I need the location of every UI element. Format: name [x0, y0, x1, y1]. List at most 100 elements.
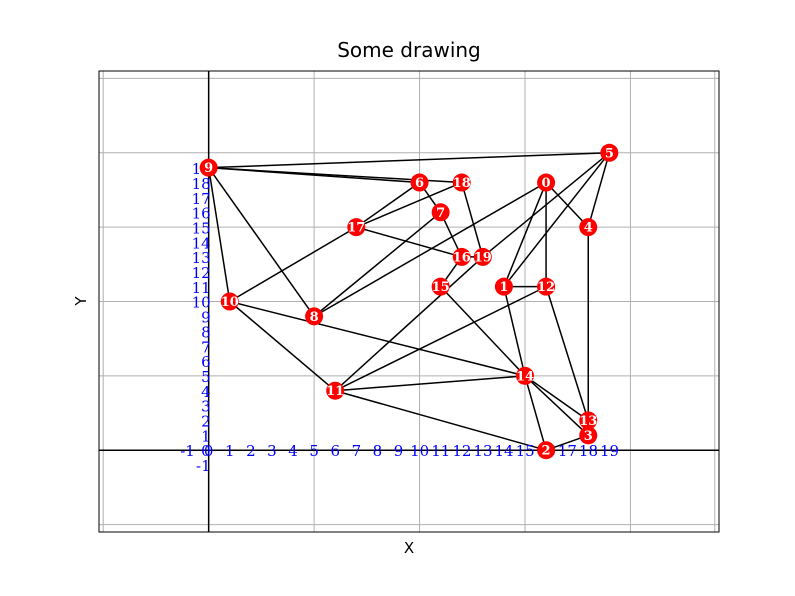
edge-9-5 [208, 152, 610, 169]
edge-5-4 [587, 152, 611, 228]
x-axis-label: X [404, 539, 414, 557]
x-tick-label: 13 [473, 442, 492, 460]
node-12: 12 [537, 277, 556, 296]
edge-17-10 [229, 226, 357, 303]
node-8: 8 [305, 307, 324, 326]
node-marker [494, 277, 513, 296]
node-label: 17 [347, 221, 365, 236]
node-marker [347, 218, 366, 237]
y-tick-label: 17 [192, 190, 211, 208]
node-label: 18 [453, 176, 471, 191]
node-label: 12 [537, 280, 555, 295]
chart-title: Some drawing [337, 38, 481, 62]
node-marker [579, 218, 598, 237]
node-label: 1 [499, 280, 508, 295]
x-tick-label: 0 [204, 442, 214, 460]
edge-0-1 [503, 182, 547, 287]
node-10: 10 [221, 292, 239, 311]
y-tick-label: 4 [201, 383, 211, 401]
node-marker [199, 158, 218, 177]
node-14: 14 [515, 366, 534, 385]
y-tick-label: 15 [192, 219, 211, 237]
y-tick-label: 6 [201, 353, 211, 371]
y-tick-label: 5 [201, 368, 211, 386]
x-tick-label: 1 [225, 442, 235, 460]
y-tick-label: 13 [192, 249, 211, 267]
x-tick-label: 9 [394, 442, 404, 460]
node-marker [600, 143, 619, 162]
x-tick-label: 7 [352, 442, 362, 460]
node-label: 7 [436, 206, 445, 221]
x-tick-label: 4 [288, 442, 298, 460]
edge-18-19 [460, 182, 484, 258]
node-label: 16 [453, 250, 471, 265]
node-label: 13 [579, 414, 597, 429]
y-tick-label: 9 [201, 309, 211, 327]
edge-17-16 [356, 226, 462, 258]
node-19: 19 [474, 247, 492, 266]
node-marker [515, 366, 534, 385]
edge-9-10 [207, 167, 231, 302]
node-marker [452, 247, 471, 266]
edge-12-11 [334, 285, 547, 392]
edge-14-2 [524, 375, 547, 451]
node-15: 15 [431, 277, 450, 296]
node-label: 3 [584, 429, 593, 444]
edge-10-11 [229, 300, 336, 392]
node-marker [579, 411, 598, 430]
x-tick-label: 5 [309, 442, 319, 460]
node-marker [452, 173, 471, 192]
x-tick-label: 15 [516, 442, 535, 460]
node-16: 16 [452, 247, 471, 266]
node-13: 13 [579, 411, 598, 430]
edge-14-13 [524, 375, 589, 422]
node-label: 10 [221, 295, 239, 310]
node-label: 6 [415, 176, 424, 191]
node-marker [537, 441, 556, 460]
node-3: 3 [579, 426, 598, 445]
x-tick-label: 10 [410, 442, 429, 460]
node-4: 4 [579, 218, 598, 237]
plot-frame [98, 70, 720, 533]
edge-6-17 [355, 181, 420, 228]
node-label: 14 [516, 369, 534, 384]
edge-5-1 [503, 152, 610, 288]
x-tick-label: 17 [558, 442, 577, 460]
node-label: 11 [326, 384, 344, 399]
node-label: 8 [310, 310, 319, 325]
x-tick-label: 11 [431, 442, 450, 460]
node-marker [537, 277, 556, 296]
axes [99, 71, 719, 532]
y-tick-label: 18 [192, 175, 211, 193]
node-17: 17 [347, 218, 366, 237]
node-label: 15 [432, 280, 450, 295]
y-tick-label: 11 [192, 279, 211, 297]
node-label: 5 [605, 146, 614, 161]
edge-9-8 [208, 167, 315, 317]
y-tick-label: 8 [201, 323, 211, 341]
node-marker [579, 426, 598, 445]
node-marker [326, 381, 345, 400]
edge-14-3 [524, 375, 589, 436]
y-tick-label: 14 [192, 234, 211, 252]
node-label: 19 [474, 250, 492, 265]
node-marker [431, 277, 450, 296]
node-marker [537, 173, 556, 192]
node-18: 18 [452, 173, 471, 192]
y-tick-label: 0 [201, 442, 211, 460]
edge-19-11 [334, 256, 484, 392]
x-tick-label: 14 [495, 442, 514, 460]
edge-18-17 [355, 181, 463, 228]
x-tick-label: 12 [452, 442, 471, 460]
y-tick-label: 7 [201, 338, 211, 356]
node-label: 4 [584, 221, 593, 236]
edge-1-14 [503, 286, 526, 377]
node-5: 5 [600, 143, 619, 162]
y-tick-label: -1 [196, 457, 211, 475]
x-tick-label: 3 [267, 442, 277, 460]
x-tick-label: 18 [579, 442, 598, 460]
x-tick-label: 6 [330, 442, 340, 460]
x-tick-label: 8 [373, 442, 383, 460]
tick-labels: -1012345678910111213141516171819-1012345… [180, 160, 619, 475]
